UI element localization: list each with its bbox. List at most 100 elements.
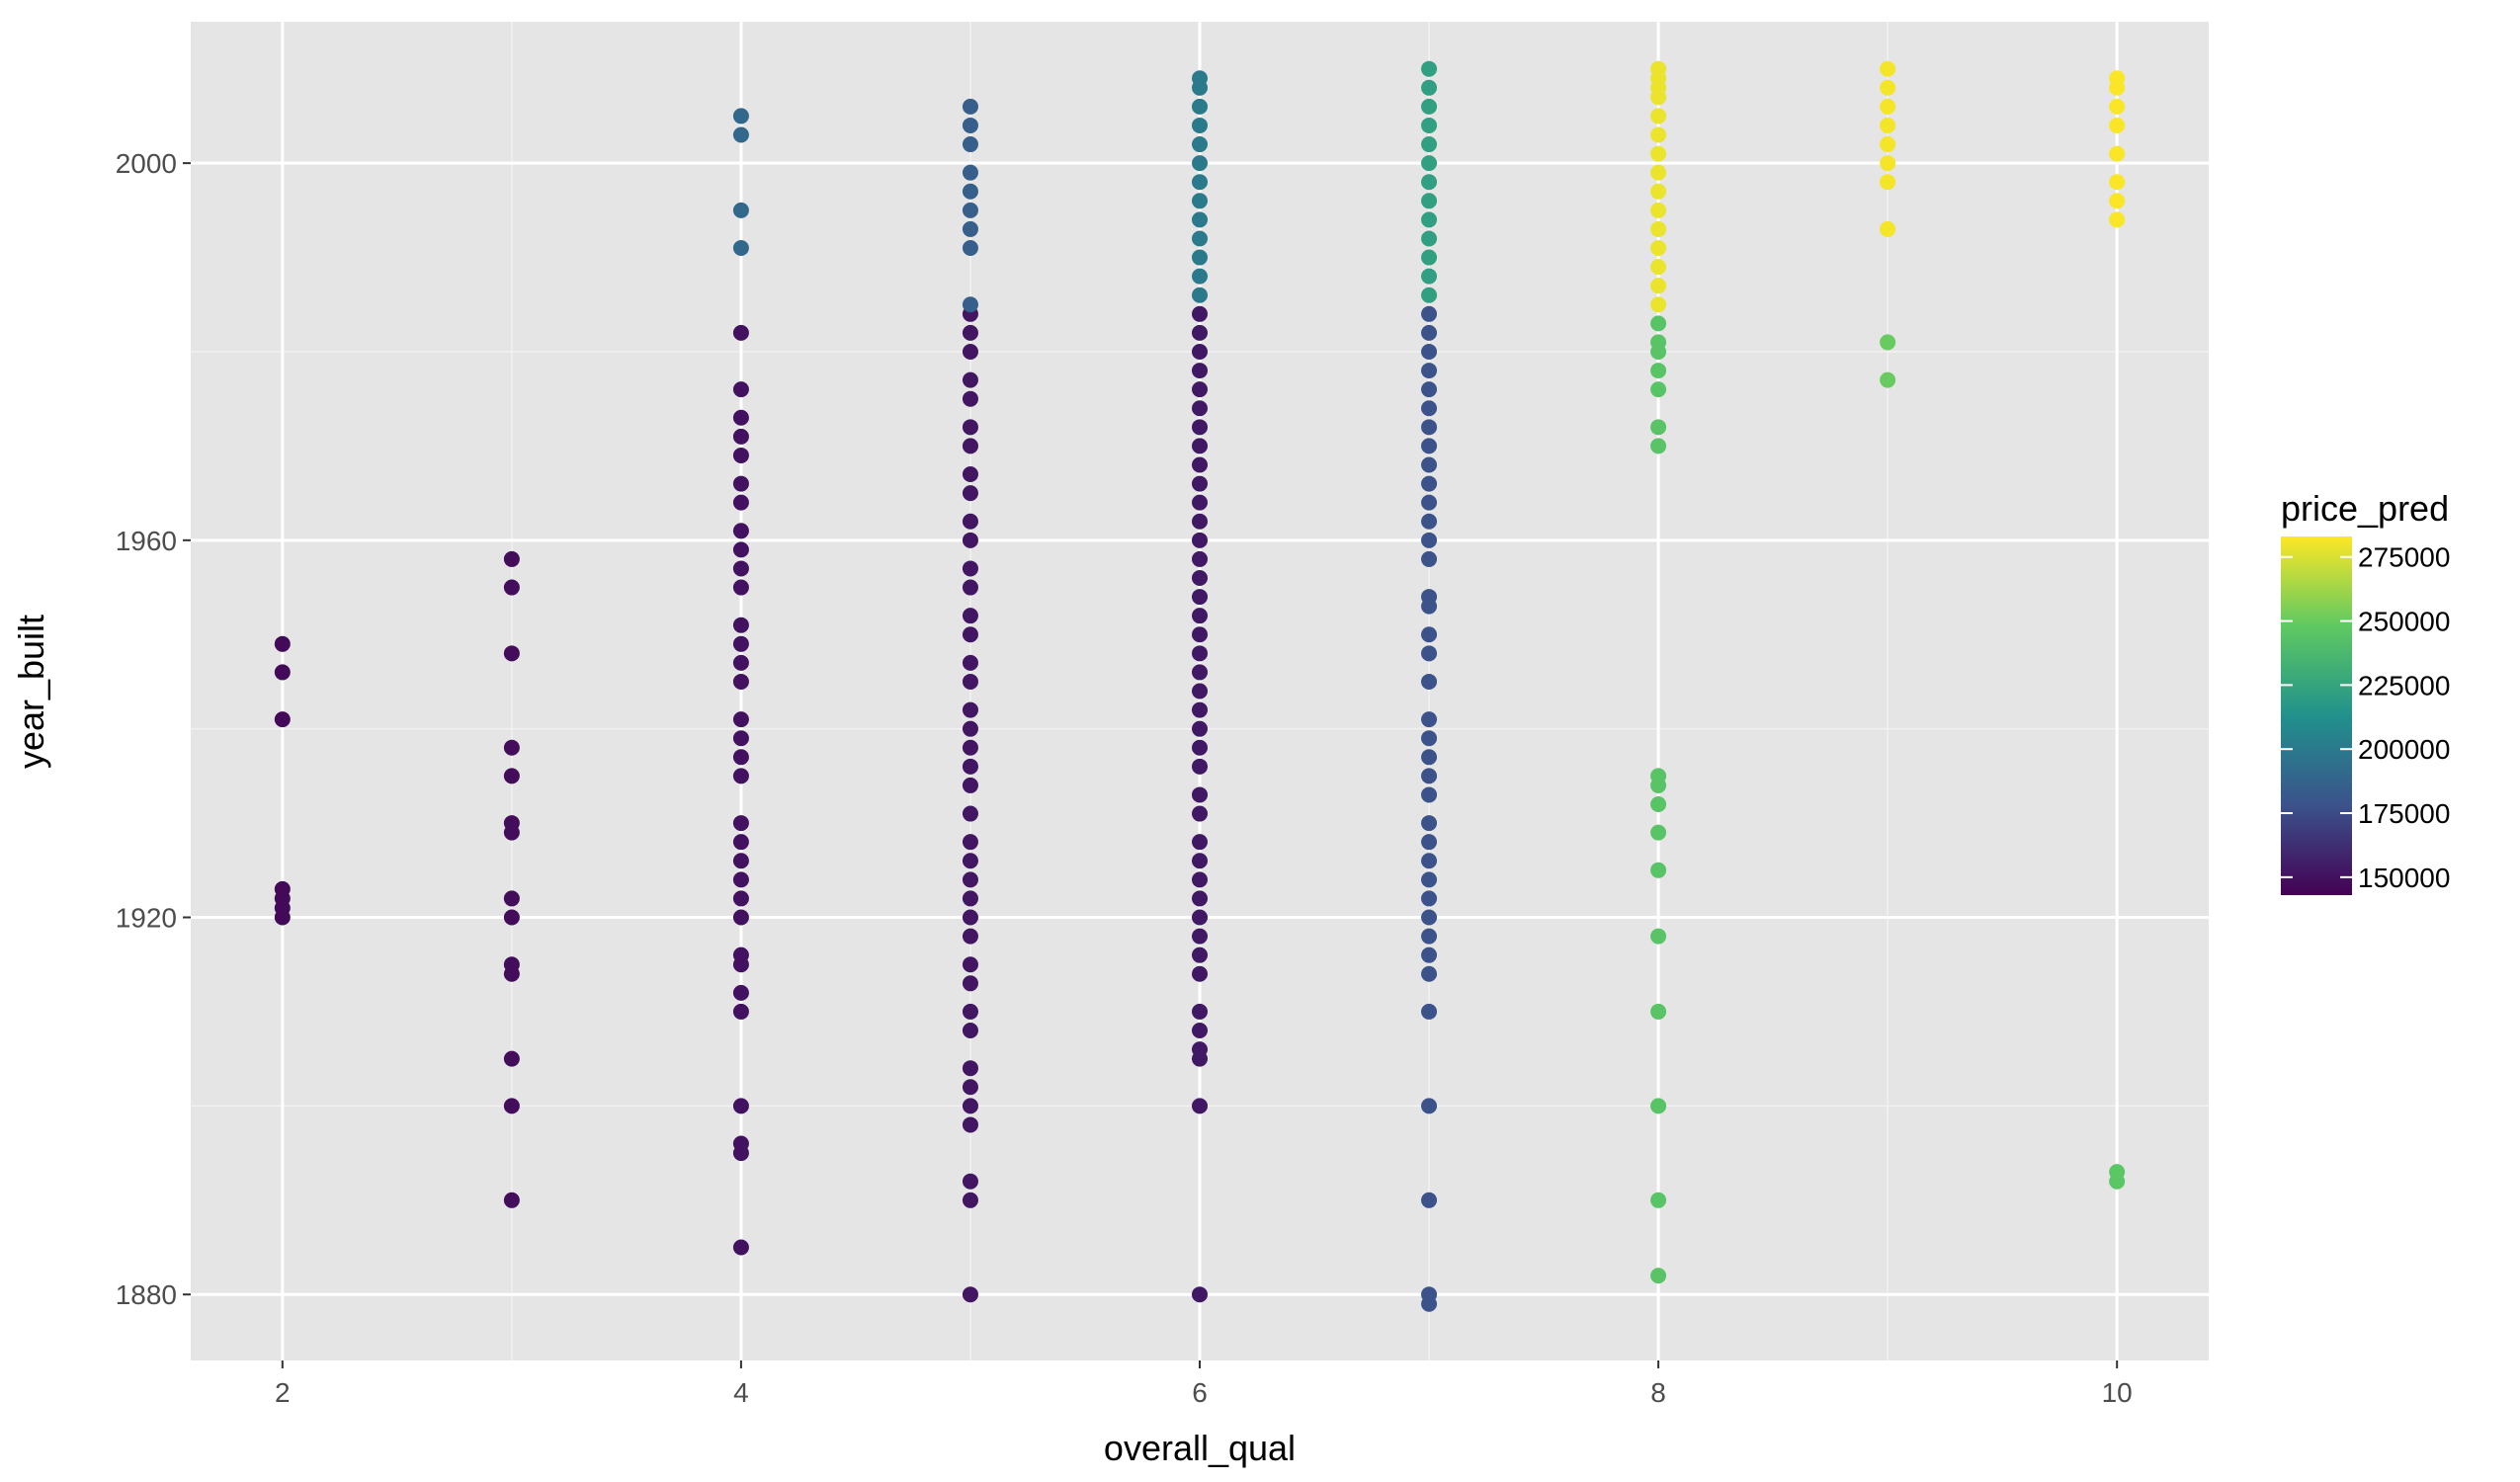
data-point <box>2109 211 2126 228</box>
data-point <box>962 117 978 133</box>
data-point <box>1192 928 1208 945</box>
data-point <box>1421 1192 1438 1208</box>
data-point <box>962 466 978 483</box>
data-point <box>503 1050 520 1067</box>
data-point <box>1192 758 1208 775</box>
data-point <box>503 768 520 784</box>
data-point <box>1880 334 1896 351</box>
data-point <box>1650 220 1667 237</box>
data-point <box>1421 400 1438 417</box>
data-point <box>1650 363 1667 379</box>
data-point <box>1192 701 1208 718</box>
data-point <box>732 579 749 596</box>
data-point <box>962 324 978 341</box>
data-point <box>1192 363 1208 379</box>
data-point <box>1421 513 1438 530</box>
data-point <box>1192 871 1208 888</box>
data-point <box>2109 1164 2126 1181</box>
color-legend: price_pred 150000 175000 200000 225000 25000… <box>2281 488 2450 895</box>
data-point <box>1421 947 1438 963</box>
data-point <box>962 1173 978 1190</box>
data-point <box>962 202 978 218</box>
data-point <box>1421 475 1438 492</box>
data-point <box>732 381 749 398</box>
data-point <box>732 108 749 124</box>
data-point <box>1421 79 1438 96</box>
data-point <box>1192 550 1208 567</box>
data-point <box>1192 249 1208 266</box>
data-point <box>732 475 749 492</box>
data-point <box>1421 768 1438 784</box>
data-point <box>962 419 978 436</box>
data-point <box>1650 108 1667 124</box>
data-point <box>962 98 978 115</box>
data-point <box>1192 1041 1208 1058</box>
data-point <box>1421 98 1438 115</box>
data-point <box>1192 1003 1208 1020</box>
data-point <box>1421 287 1438 303</box>
x-tick-label: 8 <box>1650 1377 1666 1408</box>
data-point <box>1421 155 1438 172</box>
data-point <box>962 928 978 945</box>
data-point <box>1650 1192 1667 1208</box>
data-point <box>962 654 978 671</box>
data-point <box>732 1239 749 1256</box>
data-point <box>503 956 520 973</box>
data-point <box>1880 98 1896 115</box>
data-point <box>962 626 978 643</box>
data-point <box>1192 494 1208 511</box>
data-point <box>1421 909 1438 926</box>
data-point <box>1650 202 1667 218</box>
data-point <box>962 853 978 869</box>
data-point <box>732 617 749 633</box>
data-point <box>1880 136 1896 153</box>
data-point <box>2109 193 2126 209</box>
data-point <box>1421 193 1438 209</box>
data-point <box>1650 183 1667 200</box>
data-point <box>962 701 978 718</box>
data-point <box>732 815 749 832</box>
data-point <box>1880 60 1896 77</box>
data-point <box>962 608 978 624</box>
data-point <box>732 560 749 577</box>
y-tick-label: 1960 <box>116 526 177 556</box>
data-point <box>732 749 749 766</box>
data-points <box>274 60 2126 1312</box>
data-point <box>732 126 749 143</box>
data-point <box>1880 371 1896 388</box>
data-point <box>962 1079 978 1096</box>
data-point <box>503 1192 520 1208</box>
data-point <box>962 513 978 530</box>
data-point <box>2109 174 2126 191</box>
data-point <box>503 815 520 832</box>
data-point <box>1421 174 1438 191</box>
data-point <box>1192 324 1208 341</box>
data-point <box>1421 381 1438 398</box>
data-point <box>1192 890 1208 907</box>
data-point <box>962 890 978 907</box>
legend-tick-label: 175000 <box>2358 798 2450 829</box>
data-point <box>962 1098 978 1114</box>
data-point <box>732 1003 749 1020</box>
data-point <box>1421 890 1438 907</box>
data-point <box>732 834 749 851</box>
data-point <box>732 409 749 426</box>
data-point <box>1192 268 1208 285</box>
data-point <box>1650 240 1667 257</box>
data-point <box>1650 381 1667 398</box>
data-point <box>1192 608 1208 624</box>
data-point <box>503 645 520 662</box>
data-point <box>1192 287 1208 303</box>
data-point <box>1192 419 1208 436</box>
data-point <box>732 673 749 690</box>
data-point <box>503 550 520 567</box>
data-point <box>1192 211 1208 228</box>
data-point <box>1421 268 1438 285</box>
data-point <box>732 711 749 728</box>
data-point <box>962 1023 978 1039</box>
x-tick-label: 2 <box>275 1377 291 1408</box>
data-point <box>732 853 749 869</box>
data-point <box>1192 805 1208 822</box>
data-point <box>1421 786 1438 803</box>
